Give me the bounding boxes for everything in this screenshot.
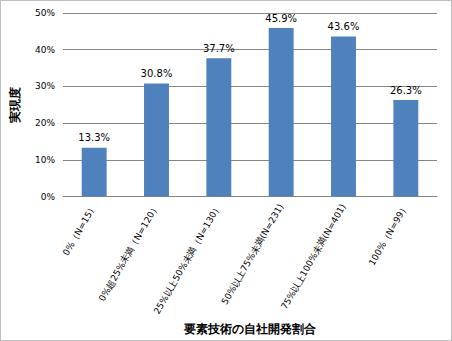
svg-text:45.9%: 45.9% (265, 13, 297, 24)
svg-text:要素技術の自社開発割合: 要素技術の自社開発割合 (183, 322, 317, 336)
svg-text:実現度: 実現度 (8, 87, 22, 124)
svg-text:20%: 20% (35, 118, 55, 128)
svg-text:43.6%: 43.6% (328, 21, 360, 32)
svg-text:30%: 30% (35, 81, 55, 91)
svg-text:13.3%: 13.3% (78, 132, 110, 143)
svg-text:50%: 50% (35, 8, 55, 18)
svg-text:26.3%: 26.3% (390, 85, 422, 96)
svg-text:37.7%: 37.7% (203, 43, 235, 54)
svg-text:0%超25%未満（N=120）: 0%超25%未満（N=120） (97, 202, 161, 303)
svg-text:30.8%: 30.8% (141, 68, 173, 79)
svg-text:75%以上100%未満(N=401): 75%以上100%未満(N=401) (279, 202, 348, 311)
svg-text:40%: 40% (35, 45, 55, 55)
svg-text:50%以上75%未満(N=231): 50%以上75%未満(N=231) (220, 202, 286, 306)
svg-text:10%: 10% (35, 155, 55, 165)
svg-text:0%: 0% (41, 192, 56, 202)
svg-text:25%以上50%未満（N=130）: 25%以上50%未満（N=130） (152, 202, 223, 316)
svg-text:0%（N=15）: 0%（N=15） (61, 202, 99, 257)
svg-text:100%（N=99）: 100%（N=99） (367, 202, 410, 267)
